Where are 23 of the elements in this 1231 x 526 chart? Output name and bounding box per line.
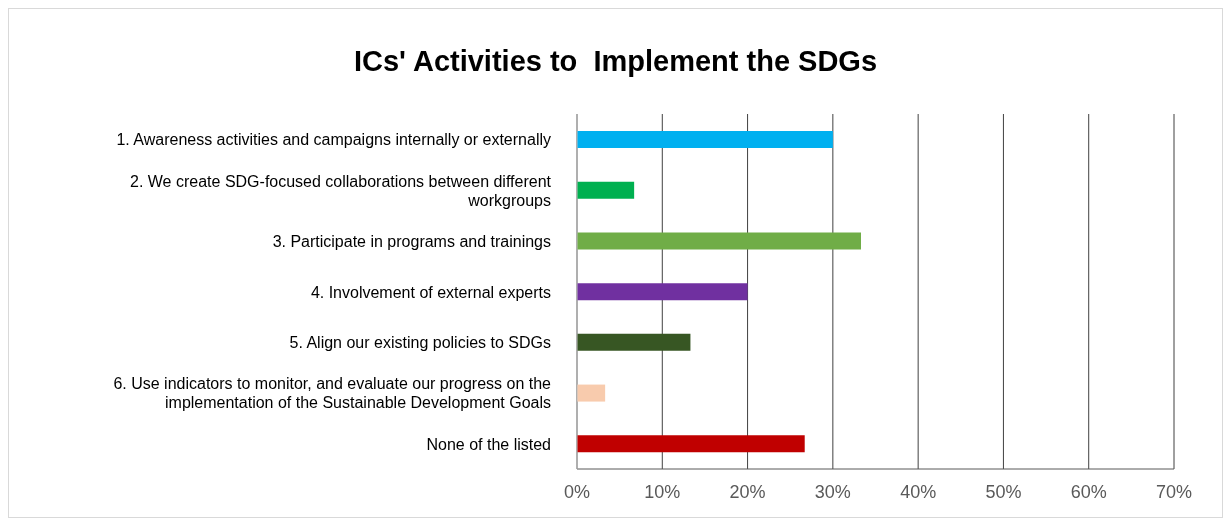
bar xyxy=(577,333,691,351)
y-tick-label: 1. Awareness activities and campaigns internally or externally xyxy=(116,130,551,148)
bar xyxy=(577,131,833,148)
x-tick-label: 60% xyxy=(1070,481,1107,502)
y-tick-label: 3. Participate in programs and trainings xyxy=(272,232,551,250)
x-tick-label: 30% xyxy=(814,481,851,502)
x-tick-label: 0% xyxy=(563,481,591,502)
bar xyxy=(577,181,635,199)
bar xyxy=(577,283,748,301)
x-tick-label: 10% xyxy=(644,481,681,502)
y-tick-label: None of the listed xyxy=(426,435,551,453)
bar xyxy=(577,384,606,402)
y-tick-label: 2. We create SDG-focused collaborations between different workgroups xyxy=(130,172,552,209)
x-tick-label: 20% xyxy=(729,481,766,502)
y-tick-label: 6. Use indicators to monitor, and evaluate our progress on the implementation of the Sustainable Development Goals xyxy=(113,374,552,411)
y-tick-label: 4. Involvement of external experts xyxy=(310,283,551,300)
x-tick-label: 70% xyxy=(1155,481,1193,502)
bar xyxy=(577,232,861,250)
x-tick-label: 40% xyxy=(900,481,937,502)
y-tick-label: 5. Align our existing policies to SDGs xyxy=(289,333,551,351)
x-tick-label: 50% xyxy=(985,481,1022,502)
bar xyxy=(577,435,805,453)
chart-title: ICs' Activities to Implement the SDGs xyxy=(352,44,879,79)
